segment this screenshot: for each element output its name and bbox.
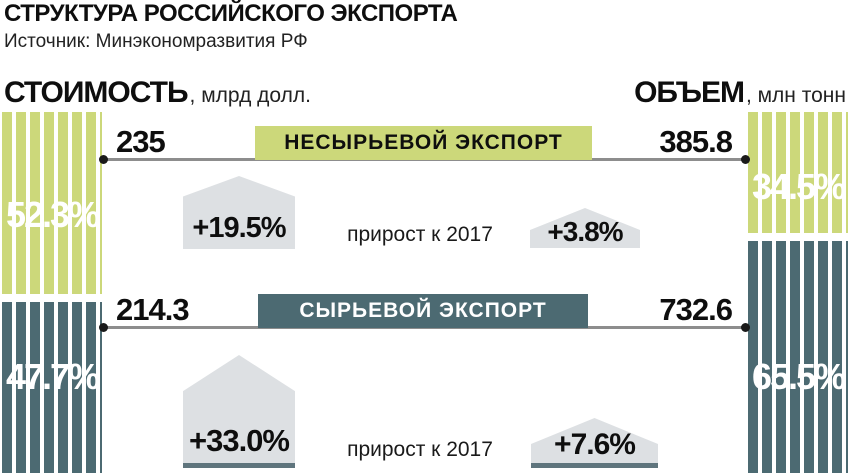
value-cost-noncommodity: 235	[116, 124, 166, 159]
growth-note-noncommodity: прирост к 2017	[347, 223, 493, 246]
category-label-noncommodity: НЕСЫРЬЕВОЙ ЭКСПОРТ	[255, 126, 592, 160]
growth-value-cost-noncommodity: +19.5%	[192, 212, 286, 244]
growth-value-volume-noncommodity: +3.8%	[547, 216, 623, 247]
value-volume-noncommodity: 385.8	[659, 124, 733, 159]
page-title: СТРУКТУРА РОССИЙСКОГО ЭКСПОРТА	[4, 0, 458, 27]
category-label-commodity: СЫРЬЕВОЙ ЭКСПОРТ	[258, 294, 588, 328]
growth-badge-volume-noncommodity: +3.8%	[530, 208, 640, 248]
value-volume-commodity: 732.6	[659, 292, 733, 327]
share-cost-commodity: 47.7%	[6, 356, 100, 397]
value-cost-commodity: 214.3	[116, 292, 190, 327]
bar-cost: 52.3% 47.7%	[2, 112, 102, 473]
axis-header-volume: ОБЪЕМ , млн тонн	[634, 76, 846, 110]
axis-unit-volume: , млн тонн	[745, 84, 846, 107]
growth-badge-cost-noncommodity: +19.5%	[183, 176, 295, 249]
badge-bottom-strip	[531, 463, 658, 468]
axis-title-volume: ОБЪЕМ	[634, 76, 745, 109]
bar-volume: 34.5% 65.5%	[748, 112, 848, 473]
share-cost-noncommodity: 52.3%	[6, 194, 100, 235]
bar-cost-noncommodity-segment	[2, 112, 102, 294]
badge-bottom-strip	[183, 463, 295, 468]
source-note: Источник: Минэкономразвития РФ	[4, 31, 308, 52]
growth-note-commodity: прирост к 2017	[347, 438, 493, 461]
bar-volume-noncommodity-segment	[748, 112, 848, 233]
share-volume-noncommodity: 34.5%	[752, 166, 846, 207]
share-volume-commodity: 65.5%	[752, 356, 846, 397]
growth-badge-cost-commodity: +33.0%	[183, 355, 295, 468]
axis-title-cost: СТОИМОСТЬ	[4, 76, 189, 109]
growth-badge-volume-commodity: +7.6%	[531, 418, 658, 468]
axis-header-cost: СТОИМОСТЬ , млрд долл.	[4, 76, 311, 110]
bar-volume-commodity-segment	[748, 241, 848, 473]
growth-value-volume-commodity: +7.6%	[554, 428, 636, 461]
bar-cost-commodity-segment	[2, 302, 102, 473]
axis-unit-cost: , млрд долл.	[189, 84, 311, 107]
growth-value-cost-commodity: +33.0%	[188, 423, 290, 458]
